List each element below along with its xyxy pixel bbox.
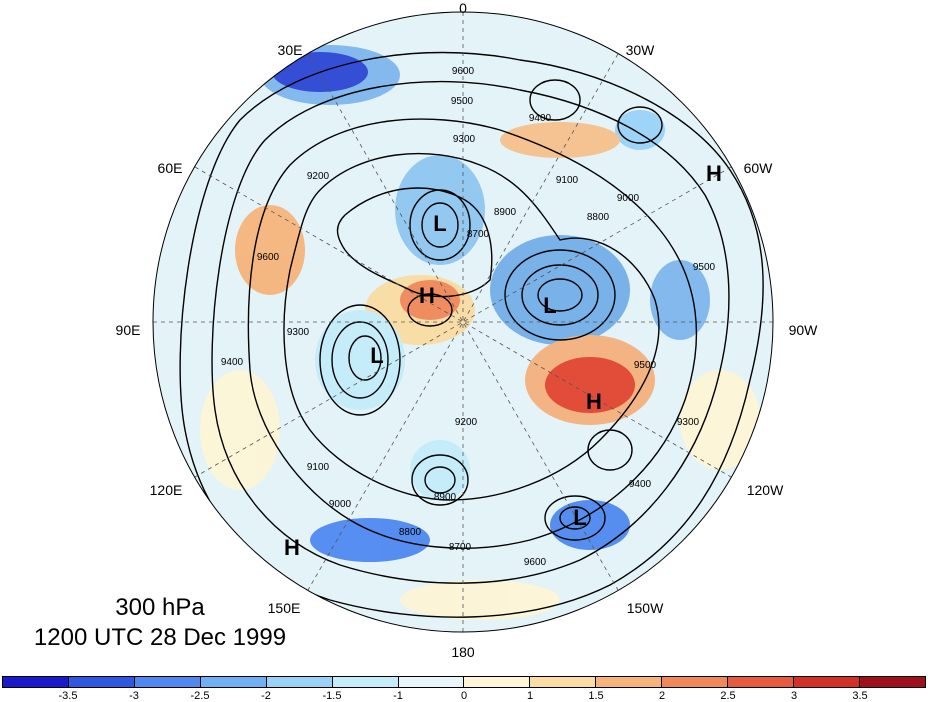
colorbar-segment [596,677,663,687]
colorbar-segment [794,677,860,687]
lon-label: 60E [157,160,183,176]
lon-label: 90E [115,322,141,338]
lon-label: 120W [746,482,784,498]
colorbar [2,676,926,688]
colorbar-segment [728,677,795,687]
low-center: L [573,505,587,530]
high-center: H [586,389,602,414]
colorbar-segment [332,677,399,687]
contour-label: 9100 [307,462,330,473]
contour-label: 9200 [455,417,478,428]
low-center: L [370,343,384,368]
contour-label: 9300 [677,417,700,428]
high-center: H [284,535,300,560]
contour-label: 9400 [629,479,652,490]
contour-label: 9500 [634,360,657,371]
lon-label: 120E [149,482,183,498]
high-center: H [706,161,722,186]
contour-label: 9600 [452,66,475,77]
contour-label: 9500 [451,96,474,107]
lon-label: 30E [277,42,303,58]
contour-label: 8800 [587,212,610,223]
time-label: 1200 UTC 28 Dec 1999 [33,624,287,651]
contour-label: 8700 [467,229,490,240]
colorbar-tick-label: -3 [129,690,139,702]
lon-label: 150W [626,600,664,616]
colorbar-segment [200,677,267,687]
colorbar-segment [266,677,333,687]
colorbar-tick-label: 3 [790,690,798,702]
contour-label: 9400 [221,357,244,368]
colorbar-segment [662,677,729,687]
contour-label: 8900 [434,492,457,503]
height-contours [179,51,764,618]
lon-label: 0 [459,0,467,16]
graticule [153,12,773,632]
contour-label: 9300 [287,327,310,338]
contour-label: 9500 [693,262,716,273]
contour-label: 8700 [449,542,472,553]
contour-label: 8900 [494,207,517,218]
lon-label: 150E [267,600,301,616]
contour-label: 9600 [524,557,547,568]
colorbar-tick-label: 2 [658,690,666,702]
lon-label: 180 [451,644,475,660]
colorbar-segment [859,677,925,687]
contour-label: 9200 [307,171,330,182]
colorbar-tick-label: -3.5 [58,690,78,702]
low-center: L [433,211,447,236]
contour-label: 9100 [556,175,579,186]
colorbar-tick-label: 2.5 [720,690,736,702]
colorbar-tick-label: 0 [460,690,468,702]
colorbar-tick-label: -1 [393,690,403,702]
colorbar-tick-label: 1.5 [588,690,604,702]
contour-label: 9000 [329,499,352,510]
high-center: H [419,283,435,308]
contour-label: 9600 [257,252,280,263]
lon-label: 30W [625,42,655,58]
low-center: L [543,293,557,318]
colorbar-tick-label: -2.5 [190,690,210,702]
contour-label: 9300 [453,134,476,145]
colorbar-segment [464,677,531,687]
lon-label: 60W [743,160,773,176]
colorbar-segment [134,677,201,687]
colorbar-tick-label: -1.5 [322,690,342,702]
contour-label: 9000 [617,193,640,204]
contour-label: 8800 [399,527,422,538]
colorbar-segment [530,677,597,687]
level-label: 300 hPa [115,594,205,621]
colorbar-segment [398,677,465,687]
colorbar-tick-label: 1 [526,690,534,702]
colorbar-segment [68,677,135,687]
lon-label: 90W [788,322,818,338]
colorbar-segment [3,677,69,687]
colorbar-tick-label: -2 [261,690,271,702]
contour-label: 9400 [529,113,552,124]
colorbar-tick-label: 3.5 [852,690,868,702]
